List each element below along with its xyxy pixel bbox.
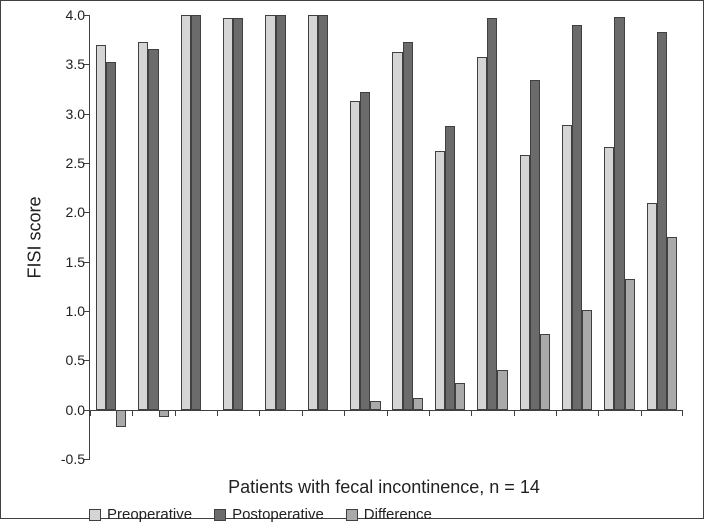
bar-difference bbox=[370, 401, 380, 410]
x-tick-mark bbox=[429, 410, 430, 416]
bar-difference bbox=[159, 410, 169, 417]
plot-area bbox=[89, 15, 683, 459]
y-tick-mark bbox=[84, 212, 90, 213]
y-tick-label: 1.0 bbox=[49, 303, 85, 319]
x-tick-mark bbox=[217, 410, 218, 416]
bar-preoperative bbox=[138, 42, 148, 410]
bar-postoperative bbox=[487, 18, 497, 410]
x-tick-mark bbox=[132, 410, 133, 416]
bar-postoperative bbox=[233, 18, 243, 410]
bar-postoperative bbox=[148, 49, 158, 410]
bar-preoperative bbox=[265, 15, 275, 410]
x-tick-mark bbox=[598, 410, 599, 416]
legend: Preoperative Postoperative Difference bbox=[21, 506, 683, 527]
bar-difference bbox=[625, 279, 635, 409]
y-tick-label: -0.5 bbox=[49, 451, 85, 467]
y-tick-mark bbox=[84, 163, 90, 164]
y-tick-mark bbox=[84, 360, 90, 361]
y-tick-mark bbox=[84, 262, 90, 263]
chart-frame: FISI score -0.5 0.0 0.5 1.0 1.5 2.0 2.5 3.0 3.5 4… bbox=[0, 0, 704, 519]
bar-difference bbox=[455, 383, 465, 410]
bar-difference bbox=[582, 310, 592, 410]
y-axis-label-container: FISI score bbox=[21, 15, 49, 459]
bar-preoperative bbox=[647, 203, 657, 409]
bar-difference bbox=[497, 370, 507, 409]
x-tick-mark bbox=[344, 410, 345, 416]
x-tick-mark bbox=[514, 410, 515, 416]
bar-difference bbox=[413, 398, 423, 410]
bar-preoperative bbox=[96, 45, 106, 410]
y-tick-mark bbox=[84, 15, 90, 16]
x-axis-label: Patients with fecal incontinence, n = 14 bbox=[21, 459, 683, 506]
bar-postoperative bbox=[572, 25, 582, 410]
y-tick-label: 3.5 bbox=[49, 56, 85, 72]
x-tick-mark bbox=[302, 410, 303, 416]
x-tick-mark bbox=[641, 410, 642, 416]
plot-row: FISI score -0.50.00.51.01.52.02.53.03.54… bbox=[21, 15, 683, 459]
y-tick-mark bbox=[84, 114, 90, 115]
legend-item-difference: Difference bbox=[346, 506, 432, 523]
legend-item-preoperative: Preoperative bbox=[89, 506, 192, 523]
bar-postoperative bbox=[614, 17, 624, 410]
x-tick-mark bbox=[387, 410, 388, 416]
bar-postoperative bbox=[276, 15, 286, 410]
bar-postoperative bbox=[191, 15, 201, 410]
bar-difference bbox=[667, 237, 677, 410]
bar-difference bbox=[116, 410, 126, 428]
bar-preoperative bbox=[181, 15, 191, 410]
bar-preoperative bbox=[350, 101, 360, 410]
bar-preoperative bbox=[520, 155, 530, 410]
bar-preoperative bbox=[477, 57, 487, 409]
y-tick-mark bbox=[84, 64, 90, 65]
legend-label: Difference bbox=[364, 506, 432, 523]
y-tick-label: 2.0 bbox=[49, 204, 85, 220]
bar-preoperative bbox=[604, 147, 614, 409]
bar-difference bbox=[540, 334, 550, 410]
bar-postoperative bbox=[530, 80, 540, 410]
x-tick-mark bbox=[682, 410, 683, 416]
y-tick-mark bbox=[84, 459, 90, 460]
legend-label: Preoperative bbox=[107, 506, 192, 523]
bar-preoperative bbox=[392, 52, 402, 409]
bar-postoperative bbox=[106, 62, 116, 409]
x-tick-mark bbox=[175, 410, 176, 416]
legend-item-postoperative: Postoperative bbox=[214, 506, 324, 523]
bar-postoperative bbox=[360, 92, 370, 410]
y-tick-label: 3.0 bbox=[49, 106, 85, 122]
bar-preoperative bbox=[435, 151, 445, 410]
y-tick-labels: -0.50.00.51.01.52.02.53.03.54.0 bbox=[49, 15, 89, 459]
x-tick-mark bbox=[556, 410, 557, 416]
x-tick-mark bbox=[471, 410, 472, 416]
x-tick-mark bbox=[90, 410, 91, 416]
y-axis-label: FISI score bbox=[25, 196, 46, 278]
y-tick-label: 0.0 bbox=[49, 402, 85, 418]
bar-postoperative bbox=[657, 32, 667, 410]
bar-postoperative bbox=[445, 126, 455, 410]
legend-label: Postoperative bbox=[232, 506, 324, 523]
y-tick-mark bbox=[84, 311, 90, 312]
bar-postoperative bbox=[403, 42, 413, 410]
y-tick-label: 4.0 bbox=[49, 7, 85, 23]
bar-preoperative bbox=[562, 125, 572, 410]
bar-preoperative bbox=[223, 18, 233, 410]
x-tick-mark bbox=[259, 410, 260, 416]
y-tick-label: 0.5 bbox=[49, 352, 85, 368]
bar-preoperative bbox=[308, 15, 318, 410]
bar-postoperative bbox=[318, 15, 328, 410]
y-tick-label: 1.5 bbox=[49, 254, 85, 270]
y-tick-label: 2.5 bbox=[49, 155, 85, 171]
